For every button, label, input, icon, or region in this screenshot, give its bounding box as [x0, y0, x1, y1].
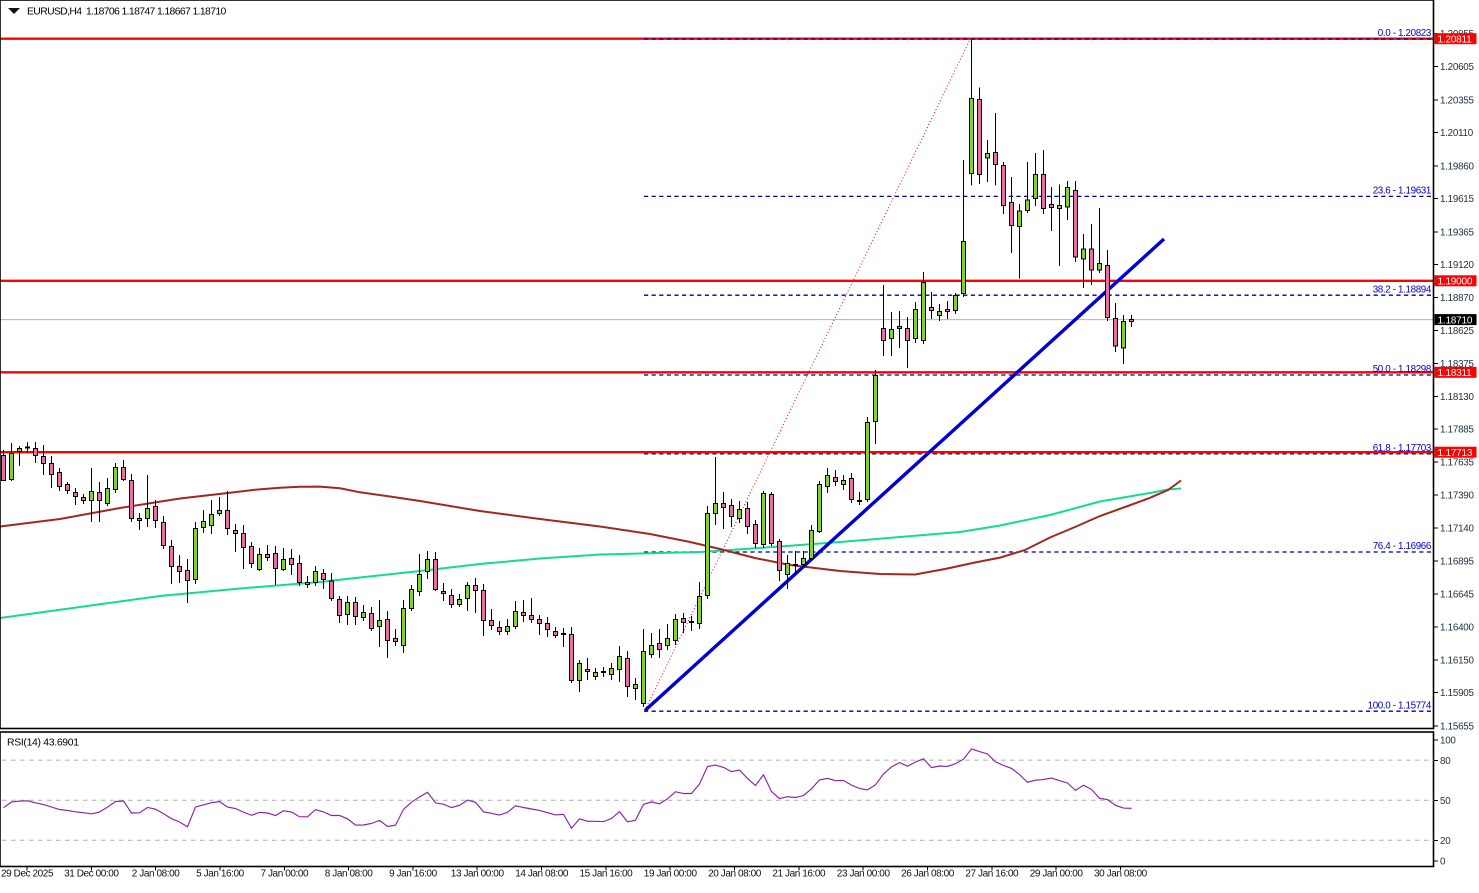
svg-text:1.19615: 1.19615 — [1440, 194, 1474, 205]
svg-text:1.18710: 1.18710 — [1438, 315, 1473, 326]
svg-text:50.0 - 1.18298: 50.0 - 1.18298 — [1373, 364, 1432, 375]
svg-text:1.17140: 1.17140 — [1440, 524, 1474, 535]
svg-text:1.15905: 1.15905 — [1440, 688, 1474, 699]
svg-text:7 Jan 00:00: 7 Jan 00:00 — [260, 869, 309, 880]
svg-text:RSI(14) 43.6901: RSI(14) 43.6901 — [7, 738, 79, 749]
svg-text:1.17885: 1.17885 — [1440, 424, 1474, 435]
svg-text:1.17635: 1.17635 — [1440, 458, 1474, 469]
svg-text:15 Jan 16:00: 15 Jan 16:00 — [580, 869, 634, 880]
svg-text:9 Jan 16:00: 9 Jan 16:00 — [389, 869, 438, 880]
svg-text:26 Jan 08:00: 26 Jan 08:00 — [901, 869, 955, 880]
svg-text:1.17390: 1.17390 — [1440, 490, 1474, 501]
svg-text:19 Jan 00:00: 19 Jan 00:00 — [644, 869, 698, 880]
svg-text:20: 20 — [1440, 836, 1451, 847]
svg-text:1.16150: 1.16150 — [1440, 656, 1474, 667]
svg-text:13 Jan 00:00: 13 Jan 00:00 — [451, 869, 505, 880]
svg-text:1.18625: 1.18625 — [1440, 326, 1474, 337]
svg-text:1.20110: 1.20110 — [1440, 128, 1474, 139]
svg-text:1.16895: 1.16895 — [1440, 556, 1474, 567]
svg-text:76.4 - 1.16966: 76.4 - 1.16966 — [1373, 541, 1432, 552]
svg-text:1.18375: 1.18375 — [1440, 359, 1474, 370]
svg-text:8 Jan 08:00: 8 Jan 08:00 — [325, 869, 374, 880]
svg-text:21 Jan 16:00: 21 Jan 16:00 — [772, 869, 826, 880]
svg-text:2 Jan 08:00: 2 Jan 08:00 — [132, 869, 181, 880]
svg-text:61.8 - 1.17703: 61.8 - 1.17703 — [1373, 443, 1432, 454]
svg-text:1.16645: 1.16645 — [1440, 590, 1474, 601]
svg-text:1.18130: 1.18130 — [1440, 392, 1474, 403]
svg-text:1.19860: 1.19860 — [1440, 161, 1474, 172]
svg-text:5 Jan 16:00: 5 Jan 16:00 — [196, 869, 245, 880]
svg-text:23.6 - 1.19631: 23.6 - 1.19631 — [1373, 186, 1431, 197]
svg-text:1.15655: 1.15655 — [1440, 722, 1474, 733]
svg-text:29 Dec 2025: 29 Dec 2025 — [1, 869, 54, 880]
svg-text:20 Jan 08:00: 20 Jan 08:00 — [708, 869, 762, 880]
svg-text:1.19365: 1.19365 — [1440, 227, 1474, 238]
svg-text:80: 80 — [1440, 756, 1451, 767]
svg-text:1.17713: 1.17713 — [1438, 448, 1473, 459]
svg-text:1.18870: 1.18870 — [1440, 293, 1474, 304]
svg-text:1.20605: 1.20605 — [1440, 62, 1474, 73]
svg-text:EURUSD,H4 1.18706 1.18747 1.1: EURUSD,H4 1.18706 1.18747 1.18667 1.1871… — [27, 7, 227, 18]
svg-text:1.20811: 1.20811 — [1438, 35, 1473, 46]
svg-text:1.18311: 1.18311 — [1438, 368, 1473, 379]
svg-text:38.2 - 1.18894: 38.2 - 1.18894 — [1373, 284, 1432, 295]
svg-text:30 Jan 08:00: 30 Jan 08:00 — [1094, 869, 1148, 880]
svg-text:100.0 - 1.15774: 100.0 - 1.15774 — [1368, 700, 1432, 711]
svg-text:31 Dec 00:00: 31 Dec 00:00 — [64, 869, 119, 880]
svg-text:0.0 - 1.20823: 0.0 - 1.20823 — [1378, 28, 1432, 39]
svg-text:1.20355: 1.20355 — [1440, 95, 1474, 106]
svg-text:1.19000: 1.19000 — [1438, 277, 1473, 288]
svg-text:27 Jan 16:00: 27 Jan 16:00 — [965, 869, 1019, 880]
svg-text:50: 50 — [1440, 796, 1451, 807]
svg-text:1.19120: 1.19120 — [1440, 260, 1474, 271]
svg-text:1.16400: 1.16400 — [1440, 622, 1474, 633]
svg-text:100: 100 — [1440, 735, 1456, 746]
svg-text:0: 0 — [1440, 856, 1446, 867]
svg-text:23 Jan 00:00: 23 Jan 00:00 — [837, 869, 891, 880]
svg-text:14 Jan 08:00: 14 Jan 08:00 — [515, 869, 569, 880]
svg-text:29 Jan 00:00: 29 Jan 00:00 — [1030, 869, 1084, 880]
